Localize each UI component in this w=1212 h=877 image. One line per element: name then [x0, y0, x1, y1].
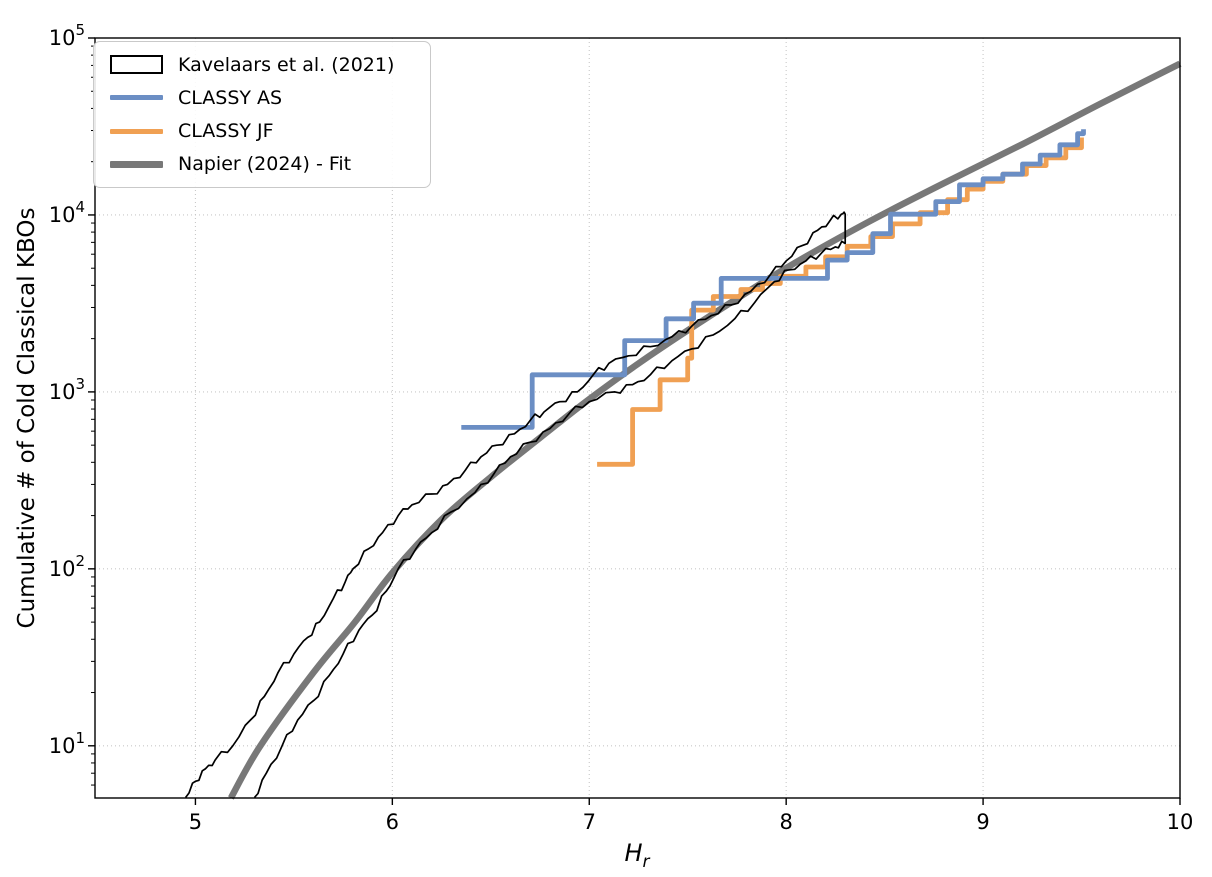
y-tick-label: 102: [49, 552, 85, 581]
x-tick-label: 9: [976, 810, 989, 834]
x-axis-label-sub: r: [642, 851, 650, 872]
x-tick-label: 5: [189, 810, 202, 834]
y-tick-label: 105: [49, 21, 85, 50]
x-tick-label: 7: [583, 810, 596, 834]
plot-border: [94, 37, 1181, 799]
series-classy-jf: [597, 137, 1084, 467]
legend-swatch-classy-as: [110, 95, 163, 101]
legend-swatch-kavelaars: [110, 55, 163, 75]
legend-item-classy-as: CLASSY AS: [94, 82, 430, 114]
y-axis-label: Cumulative # of Cold Classical KBOs: [14, 207, 40, 629]
legend: Kavelaars et al. (2021) CLASSY AS CLASSY J…: [93, 41, 431, 188]
legend-swatch-glyph-classy-jf: [110, 128, 163, 134]
x-tick-label: 10: [1167, 810, 1194, 834]
x-tick-label: 8: [779, 810, 792, 834]
x-axis-label-main: H: [624, 839, 643, 867]
series-classy-as: [461, 129, 1086, 430]
legend-label-napier-fit: Napier (2024) - Fit: [178, 153, 352, 176]
y-tick-label: 103: [49, 375, 85, 404]
legend-swatch-napier-fit: [110, 160, 163, 168]
legend-swatch-classy-jf: [110, 128, 163, 134]
y-tick-label: 101: [49, 729, 85, 758]
legend-swatch-glyph-kavelaars: [110, 55, 163, 75]
x-axis-label: Hr: [624, 839, 649, 870]
legend-swatch-glyph-napier-fit: [110, 160, 163, 168]
legend-item-kavelaars: Kavelaars et al. (2021): [94, 49, 430, 81]
legend-swatch-glyph-classy-as: [110, 95, 163, 101]
legend-label-classy-jf: CLASSY JF: [178, 120, 274, 143]
x-tick-label: 6: [386, 810, 399, 834]
legend-label-classy-as: CLASSY AS: [178, 86, 283, 109]
legend-item-napier-fit: Napier (2024) - Fit: [94, 148, 430, 180]
series-napier-fit: [228, 60, 1182, 800]
y-tick-label: 104: [49, 198, 85, 227]
series-kavelaars-envelope: [184, 211, 847, 799]
legend-label-kavelaars: Kavelaars et al. (2021): [178, 53, 395, 76]
legend-item-classy-jf: CLASSY JF: [94, 115, 430, 147]
